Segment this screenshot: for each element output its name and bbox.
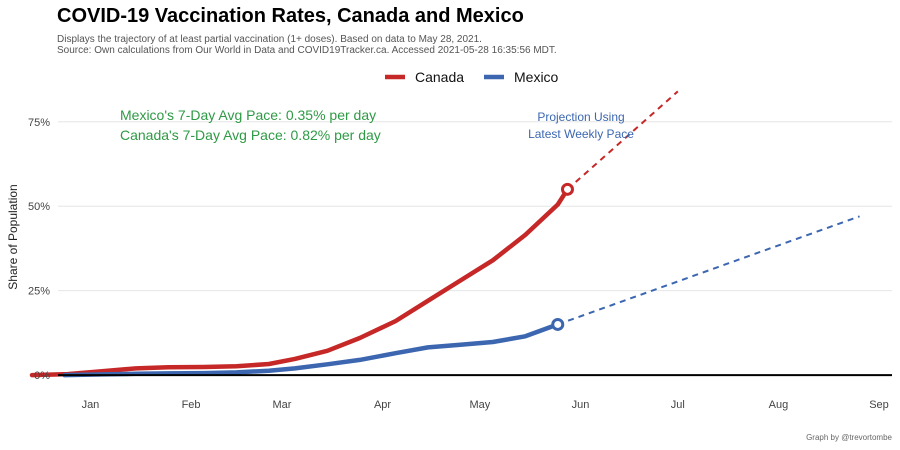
legend: Canada Mexico (385, 69, 559, 85)
y-tick-label: 0% (34, 370, 50, 382)
mexico-pace-annotation: Mexico's 7-Day Avg Pace: 0.35% per day (120, 107, 376, 123)
end-marker-canada (560, 182, 574, 196)
x-tick-label: Jul (671, 399, 685, 411)
legend-label-canada: Canada (415, 69, 464, 85)
canada-pace-annotation: Canada's 7-Day Avg Pace: 0.82% per day (120, 127, 381, 143)
x-tick-label: Apr (374, 399, 391, 411)
x-axis-ticks: Jan Feb Mar Apr May Jun Jul Aug Sep (82, 399, 889, 411)
x-tick-label: Aug (769, 399, 789, 411)
x-tick-label: Jan (82, 399, 100, 411)
projection-line-canada (566, 90, 679, 191)
chart-subtitle: Displays the trajectory of at least part… (57, 34, 557, 56)
graph-credit: Graph by @trevortombe (806, 433, 892, 442)
subtitle-line-1: Displays the trajectory of at least part… (57, 34, 482, 45)
x-tick-label: Sep (869, 399, 889, 411)
x-tick-label: Jun (572, 399, 590, 411)
x-tick-label: May (469, 399, 490, 411)
y-tick-label: 50% (28, 201, 50, 213)
grid-lines (58, 121, 892, 292)
annotations: Mexico's 7-Day Avg Pace: 0.35% per day Ca… (120, 107, 634, 143)
projection-line-mexico (557, 215, 860, 326)
projection-lines (557, 90, 860, 326)
y-axis-ticks: 0% 25% 50% 75% (28, 117, 50, 382)
projection-note-line-2: Latest Weekly Pace (528, 127, 634, 141)
end-marker-mexico (551, 317, 565, 331)
projection-note-line-1: Projection Using (537, 110, 624, 124)
y-tick-label: 25% (28, 286, 50, 298)
series-line-mexico (62, 322, 561, 378)
x-tick-label: Feb (182, 399, 201, 411)
y-axis-label: Share of Population (6, 184, 20, 289)
series-line-canada (29, 187, 570, 378)
chart-title: COVID-19 Vaccination Rates, Canada and M… (57, 5, 524, 27)
series-lines (29, 182, 574, 378)
x-tick-label: Mar (272, 399, 291, 411)
legend-label-mexico: Mexico (514, 69, 559, 85)
subtitle-line-2: Source: Own calculations from Our World … (57, 45, 557, 56)
y-tick-label: 75% (28, 117, 50, 129)
